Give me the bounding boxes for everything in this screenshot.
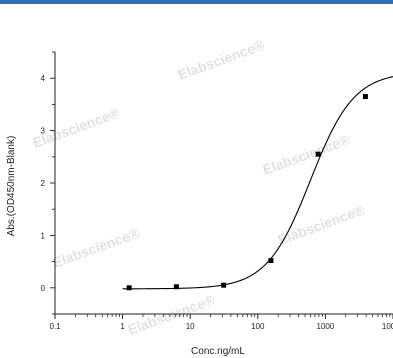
y-tick-label: 3 <box>41 127 46 136</box>
data-point <box>173 284 179 290</box>
x-axis-ticks: 0.1 1 10 100 1000 10000 <box>49 314 393 331</box>
y-axis-ticks: 0 1 2 3 4 <box>41 51 55 315</box>
watermark-layer: Elabscience® Elabscience® Elabscience® Elab… <box>31 36 368 337</box>
data-point <box>221 282 227 288</box>
data-points <box>126 94 368 291</box>
y-tick-label: 1 <box>41 231 46 240</box>
watermark-text: Elabscience® <box>176 36 268 82</box>
x-axis-title: Conc.ng/mL <box>191 346 245 357</box>
watermark-text: Elabscience® <box>261 131 353 177</box>
y-axis-title: Abs.(OD450nm-Blank) <box>6 136 17 237</box>
data-point <box>126 285 132 291</box>
x-tick-label: 10000 <box>382 322 393 331</box>
watermark-text: Elabscience® <box>51 224 143 270</box>
y-tick-label: 4 <box>41 74 46 83</box>
x-tick-label: 1 <box>120 322 125 331</box>
data-point <box>315 151 321 157</box>
watermark-text: Elabscience® <box>276 201 368 247</box>
fit-curve-line <box>122 76 393 290</box>
x-tick-label: 10 <box>186 322 195 331</box>
x-tick-label: 0.1 <box>49 322 61 331</box>
header-bar <box>0 0 393 4</box>
x-tick-label: 100 <box>251 322 265 331</box>
chart-axes <box>54 52 393 315</box>
y-tick-label: 2 <box>41 179 46 188</box>
data-point <box>362 94 368 100</box>
watermark-text: Elabscience® <box>126 291 218 337</box>
data-point <box>268 258 274 264</box>
y-tick-label: 0 <box>41 284 46 293</box>
x-tick-label: 1000 <box>317 322 335 331</box>
